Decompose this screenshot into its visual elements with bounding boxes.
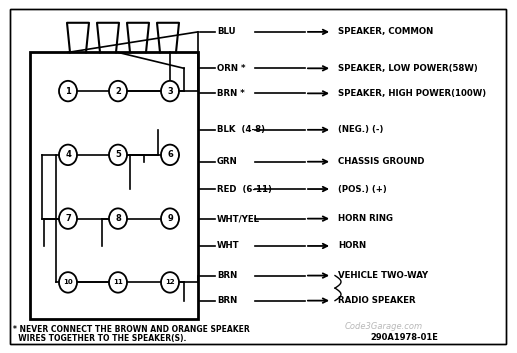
Circle shape (59, 208, 77, 229)
Text: RED  (6-11): RED (6-11) (217, 185, 272, 193)
Circle shape (161, 145, 179, 165)
Text: SPEAKER, COMMON: SPEAKER, COMMON (338, 28, 433, 36)
Text: CHASSIS GROUND: CHASSIS GROUND (338, 157, 424, 166)
Text: ORN *: ORN * (217, 64, 246, 73)
Text: (NEG.) (-): (NEG.) (-) (338, 125, 384, 134)
Text: 12: 12 (165, 280, 175, 285)
Text: * NEVER CONNECT THE BROWN AND ORANGE SPEAKER: * NEVER CONNECT THE BROWN AND ORANGE SPE… (13, 324, 250, 334)
Circle shape (109, 272, 127, 293)
Text: GRN: GRN (217, 157, 238, 166)
Text: HORN: HORN (338, 241, 366, 251)
Text: 1: 1 (65, 86, 71, 96)
Text: SPEAKER, LOW POWER(58W): SPEAKER, LOW POWER(58W) (338, 64, 478, 73)
Circle shape (109, 145, 127, 165)
Text: BRN *: BRN * (217, 89, 245, 98)
Text: 7: 7 (65, 214, 71, 223)
Text: WHT: WHT (217, 241, 239, 251)
Text: 11: 11 (113, 280, 123, 285)
Text: 8: 8 (115, 214, 121, 223)
Text: BLU: BLU (217, 28, 236, 36)
Text: 4: 4 (65, 150, 71, 159)
Text: BRN: BRN (217, 271, 237, 280)
Text: (POS.) (+): (POS.) (+) (338, 185, 387, 193)
Text: 2: 2 (115, 86, 121, 96)
Circle shape (161, 208, 179, 229)
Circle shape (59, 81, 77, 101)
Circle shape (59, 145, 77, 165)
Text: Code3Garage.com: Code3Garage.com (345, 322, 423, 331)
Text: 9: 9 (167, 214, 173, 223)
Circle shape (109, 81, 127, 101)
Text: BRN: BRN (217, 296, 237, 305)
Text: WIRES TOGETHER TO THE SPEAKER(S).: WIRES TOGETHER TO THE SPEAKER(S). (13, 334, 186, 343)
Circle shape (161, 272, 179, 293)
Bar (30, 52, 198, 319)
Text: 10: 10 (63, 280, 73, 285)
Text: 3: 3 (167, 86, 173, 96)
Circle shape (59, 272, 77, 293)
Text: HORN RING: HORN RING (338, 214, 393, 223)
Text: 6: 6 (167, 150, 173, 159)
Circle shape (109, 208, 127, 229)
Text: WHT/YEL: WHT/YEL (217, 214, 260, 223)
Text: VEHICLE TWO-WAY: VEHICLE TWO-WAY (338, 271, 428, 280)
Text: RADIO SPEAKER: RADIO SPEAKER (338, 296, 416, 305)
Text: 5: 5 (115, 150, 121, 159)
Text: SPEAKER, HIGH POWER(100W): SPEAKER, HIGH POWER(100W) (338, 89, 486, 98)
Text: 290A1978-01E: 290A1978-01E (370, 333, 438, 341)
Text: BLK  (4-8): BLK (4-8) (217, 125, 265, 134)
Circle shape (161, 81, 179, 101)
